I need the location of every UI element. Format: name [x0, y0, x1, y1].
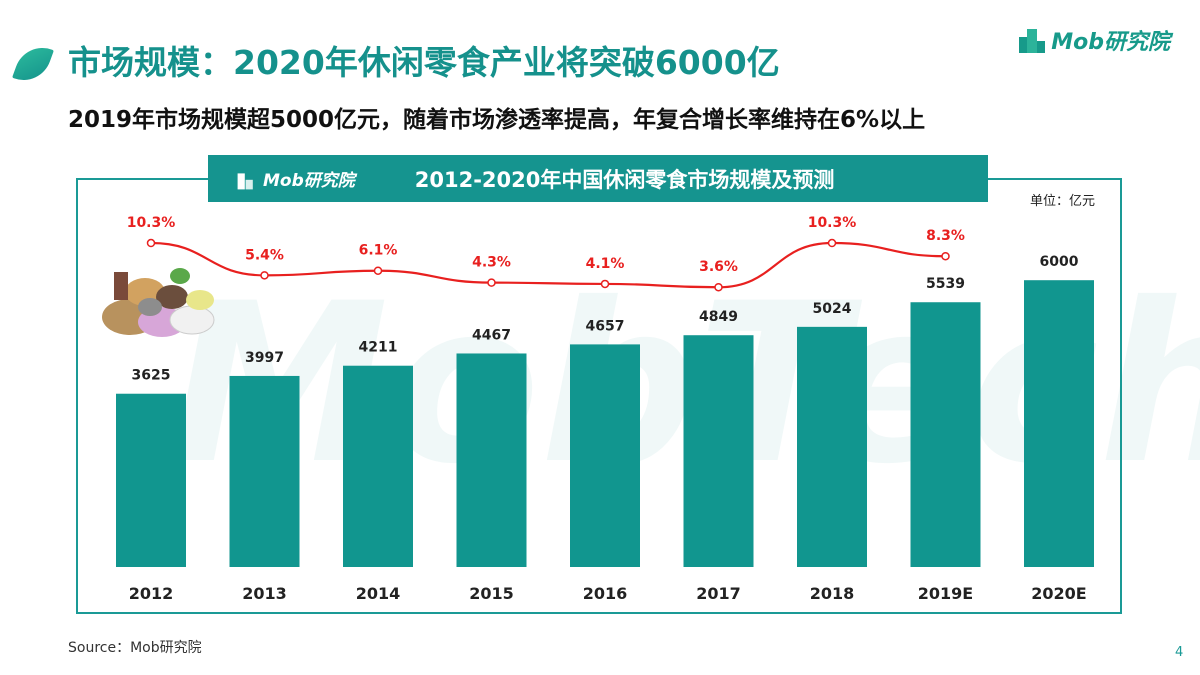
growth-rate-label: 3.6% — [699, 259, 738, 275]
growth-rate-point — [827, 238, 837, 248]
x-tick-label: 2013 — [242, 584, 287, 603]
page-number: 4 — [1175, 645, 1184, 660]
x-tick-label: 2020E — [1031, 584, 1086, 603]
x-tick-label: 2016 — [583, 584, 628, 603]
bar-2018 — [797, 326, 867, 567]
chart-brand-name: Mob研究院 — [263, 171, 355, 191]
growth-rate-label: 10.3% — [127, 215, 176, 231]
x-tick-label: 2017 — [696, 584, 741, 603]
chart-header: Mob研究院 2012-2020年中国休闲零食市场规模及预测 — [208, 155, 988, 202]
bar-label: 4657 — [586, 318, 625, 334]
bar-label: 4467 — [472, 327, 511, 343]
bar-label: 3997 — [245, 350, 284, 366]
growth-rate-point — [600, 279, 610, 289]
bar-label: 6000 — [1040, 254, 1079, 270]
page-subtitle: 2019年市场规模超5000亿元，随着市场渗透率提高，年复合增长率维持在6%以上 — [68, 107, 926, 133]
growth-rate-label: 4.1% — [586, 256, 625, 272]
building-logo-icon — [1019, 29, 1046, 53]
bar-label: 3625 — [132, 368, 171, 384]
x-tick-label: 2012 — [129, 584, 174, 603]
brand-logo: Mob研究院 — [1017, 24, 1170, 56]
growth-rate-point — [714, 282, 723, 292]
bar-2019E — [910, 302, 981, 567]
chart-brand-logo: Mob研究院 — [236, 166, 355, 191]
growth-rate-point — [260, 271, 269, 280]
bar-2013 — [229, 375, 300, 567]
growth-rate-label: 8.3% — [926, 228, 965, 244]
growth-rate-point — [146, 238, 156, 248]
bar-2012 — [116, 393, 186, 567]
chart-title: 2012-2020年中国休闲零食市场规模及预测 — [414, 167, 835, 192]
unit-label: 单位：亿元 — [1030, 194, 1096, 209]
building-logo-icon — [237, 172, 253, 189]
growth-rate-label: 6.1% — [359, 243, 398, 259]
bar-label: 4849 — [699, 309, 738, 325]
bar-label: 5539 — [926, 276, 965, 292]
growth-rate-label: 10.3% — [808, 215, 857, 231]
bar-2016 — [570, 344, 640, 567]
x-tick-label: 2015 — [469, 584, 514, 603]
x-tick-label: 2018 — [810, 584, 855, 603]
growth-rate-label: 5.4% — [245, 247, 284, 263]
bar-2015 — [456, 353, 527, 567]
bar-2014 — [343, 365, 413, 567]
page-title: 市场规模：2020年休闲零食产业将突破6000亿 — [68, 43, 780, 82]
bar-2020E — [1024, 280, 1094, 567]
x-tick-label: 2014 — [356, 584, 401, 603]
growth-rate-point — [941, 251, 950, 261]
source-note: Source：Mob研究院 — [68, 640, 202, 656]
bar-label: 4211 — [359, 340, 398, 356]
x-tick-label: 2019E — [918, 584, 973, 603]
growth-rate-label: 4.3% — [472, 255, 511, 271]
brand-name: Mob研究院 — [1051, 30, 1170, 55]
bar-2017 — [683, 335, 754, 567]
growth-rate-point — [373, 266, 383, 275]
growth-rate-point — [487, 278, 496, 287]
bar-label: 5024 — [813, 301, 852, 317]
snacks-image — [102, 268, 215, 337]
